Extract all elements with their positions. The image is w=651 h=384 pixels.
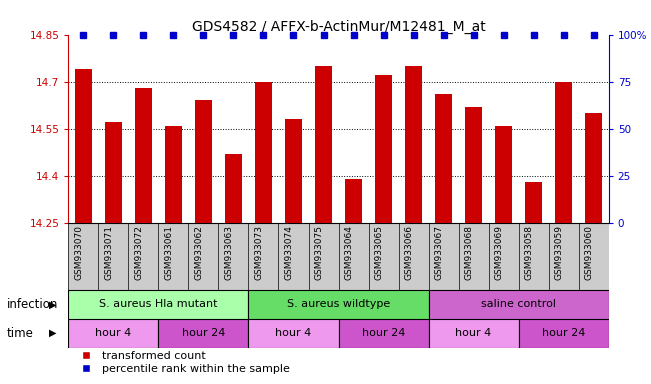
Legend: transformed count, percentile rank within the sample: transformed count, percentile rank withi… bbox=[71, 346, 294, 379]
Bar bbox=[495, 126, 512, 223]
Bar bbox=[105, 122, 122, 223]
Text: GSM933075: GSM933075 bbox=[314, 225, 324, 280]
Text: ▶: ▶ bbox=[49, 299, 57, 310]
Text: hour 24: hour 24 bbox=[362, 328, 405, 338]
Bar bbox=[428, 290, 609, 319]
Text: GSM933058: GSM933058 bbox=[525, 225, 534, 280]
Bar bbox=[255, 82, 271, 223]
Bar bbox=[345, 179, 362, 223]
Bar bbox=[406, 66, 422, 223]
Text: GSM933061: GSM933061 bbox=[165, 225, 173, 280]
Text: hour 4: hour 4 bbox=[456, 328, 492, 338]
Text: saline control: saline control bbox=[481, 299, 556, 310]
Text: GSM933063: GSM933063 bbox=[225, 225, 234, 280]
Text: GSM933069: GSM933069 bbox=[495, 225, 504, 280]
Text: S. aureus wildtype: S. aureus wildtype bbox=[287, 299, 390, 310]
Bar bbox=[158, 319, 249, 348]
Text: infection: infection bbox=[7, 298, 58, 311]
Text: GSM933068: GSM933068 bbox=[465, 225, 474, 280]
Text: GSM933059: GSM933059 bbox=[555, 225, 564, 280]
Text: GSM933074: GSM933074 bbox=[284, 225, 294, 280]
Bar bbox=[339, 319, 428, 348]
Text: S. aureus Hla mutant: S. aureus Hla mutant bbox=[99, 299, 217, 310]
Text: hour 4: hour 4 bbox=[95, 328, 132, 338]
Text: GSM933066: GSM933066 bbox=[404, 225, 413, 280]
Text: GSM933060: GSM933060 bbox=[585, 225, 594, 280]
Text: time: time bbox=[7, 327, 33, 339]
Bar bbox=[68, 290, 249, 319]
Bar bbox=[555, 82, 572, 223]
Bar bbox=[428, 319, 519, 348]
Bar bbox=[249, 319, 339, 348]
Text: hour 24: hour 24 bbox=[182, 328, 225, 338]
Bar bbox=[195, 101, 212, 223]
Bar bbox=[519, 319, 609, 348]
Bar bbox=[285, 119, 302, 223]
Bar bbox=[165, 126, 182, 223]
Text: hour 4: hour 4 bbox=[275, 328, 312, 338]
Bar bbox=[75, 69, 92, 223]
Text: GSM933067: GSM933067 bbox=[435, 225, 443, 280]
Text: GSM933062: GSM933062 bbox=[195, 225, 203, 280]
Bar bbox=[225, 154, 242, 223]
Text: GSM933070: GSM933070 bbox=[74, 225, 83, 280]
Bar bbox=[525, 182, 542, 223]
Bar bbox=[68, 319, 158, 348]
Text: GSM933073: GSM933073 bbox=[255, 225, 264, 280]
Text: GSM933064: GSM933064 bbox=[344, 225, 353, 280]
Text: ▶: ▶ bbox=[49, 328, 57, 338]
Text: GSM933071: GSM933071 bbox=[104, 225, 113, 280]
Text: hour 24: hour 24 bbox=[542, 328, 585, 338]
Bar bbox=[135, 88, 152, 223]
Bar bbox=[436, 94, 452, 223]
Bar bbox=[465, 107, 482, 223]
Bar bbox=[249, 290, 428, 319]
Title: GDS4582 / AFFX-b-ActinMur/M12481_M_at: GDS4582 / AFFX-b-ActinMur/M12481_M_at bbox=[191, 20, 486, 33]
Bar bbox=[315, 66, 332, 223]
Bar bbox=[375, 75, 392, 223]
Text: GSM933065: GSM933065 bbox=[374, 225, 383, 280]
Text: GSM933072: GSM933072 bbox=[134, 225, 143, 280]
Bar bbox=[585, 113, 602, 223]
